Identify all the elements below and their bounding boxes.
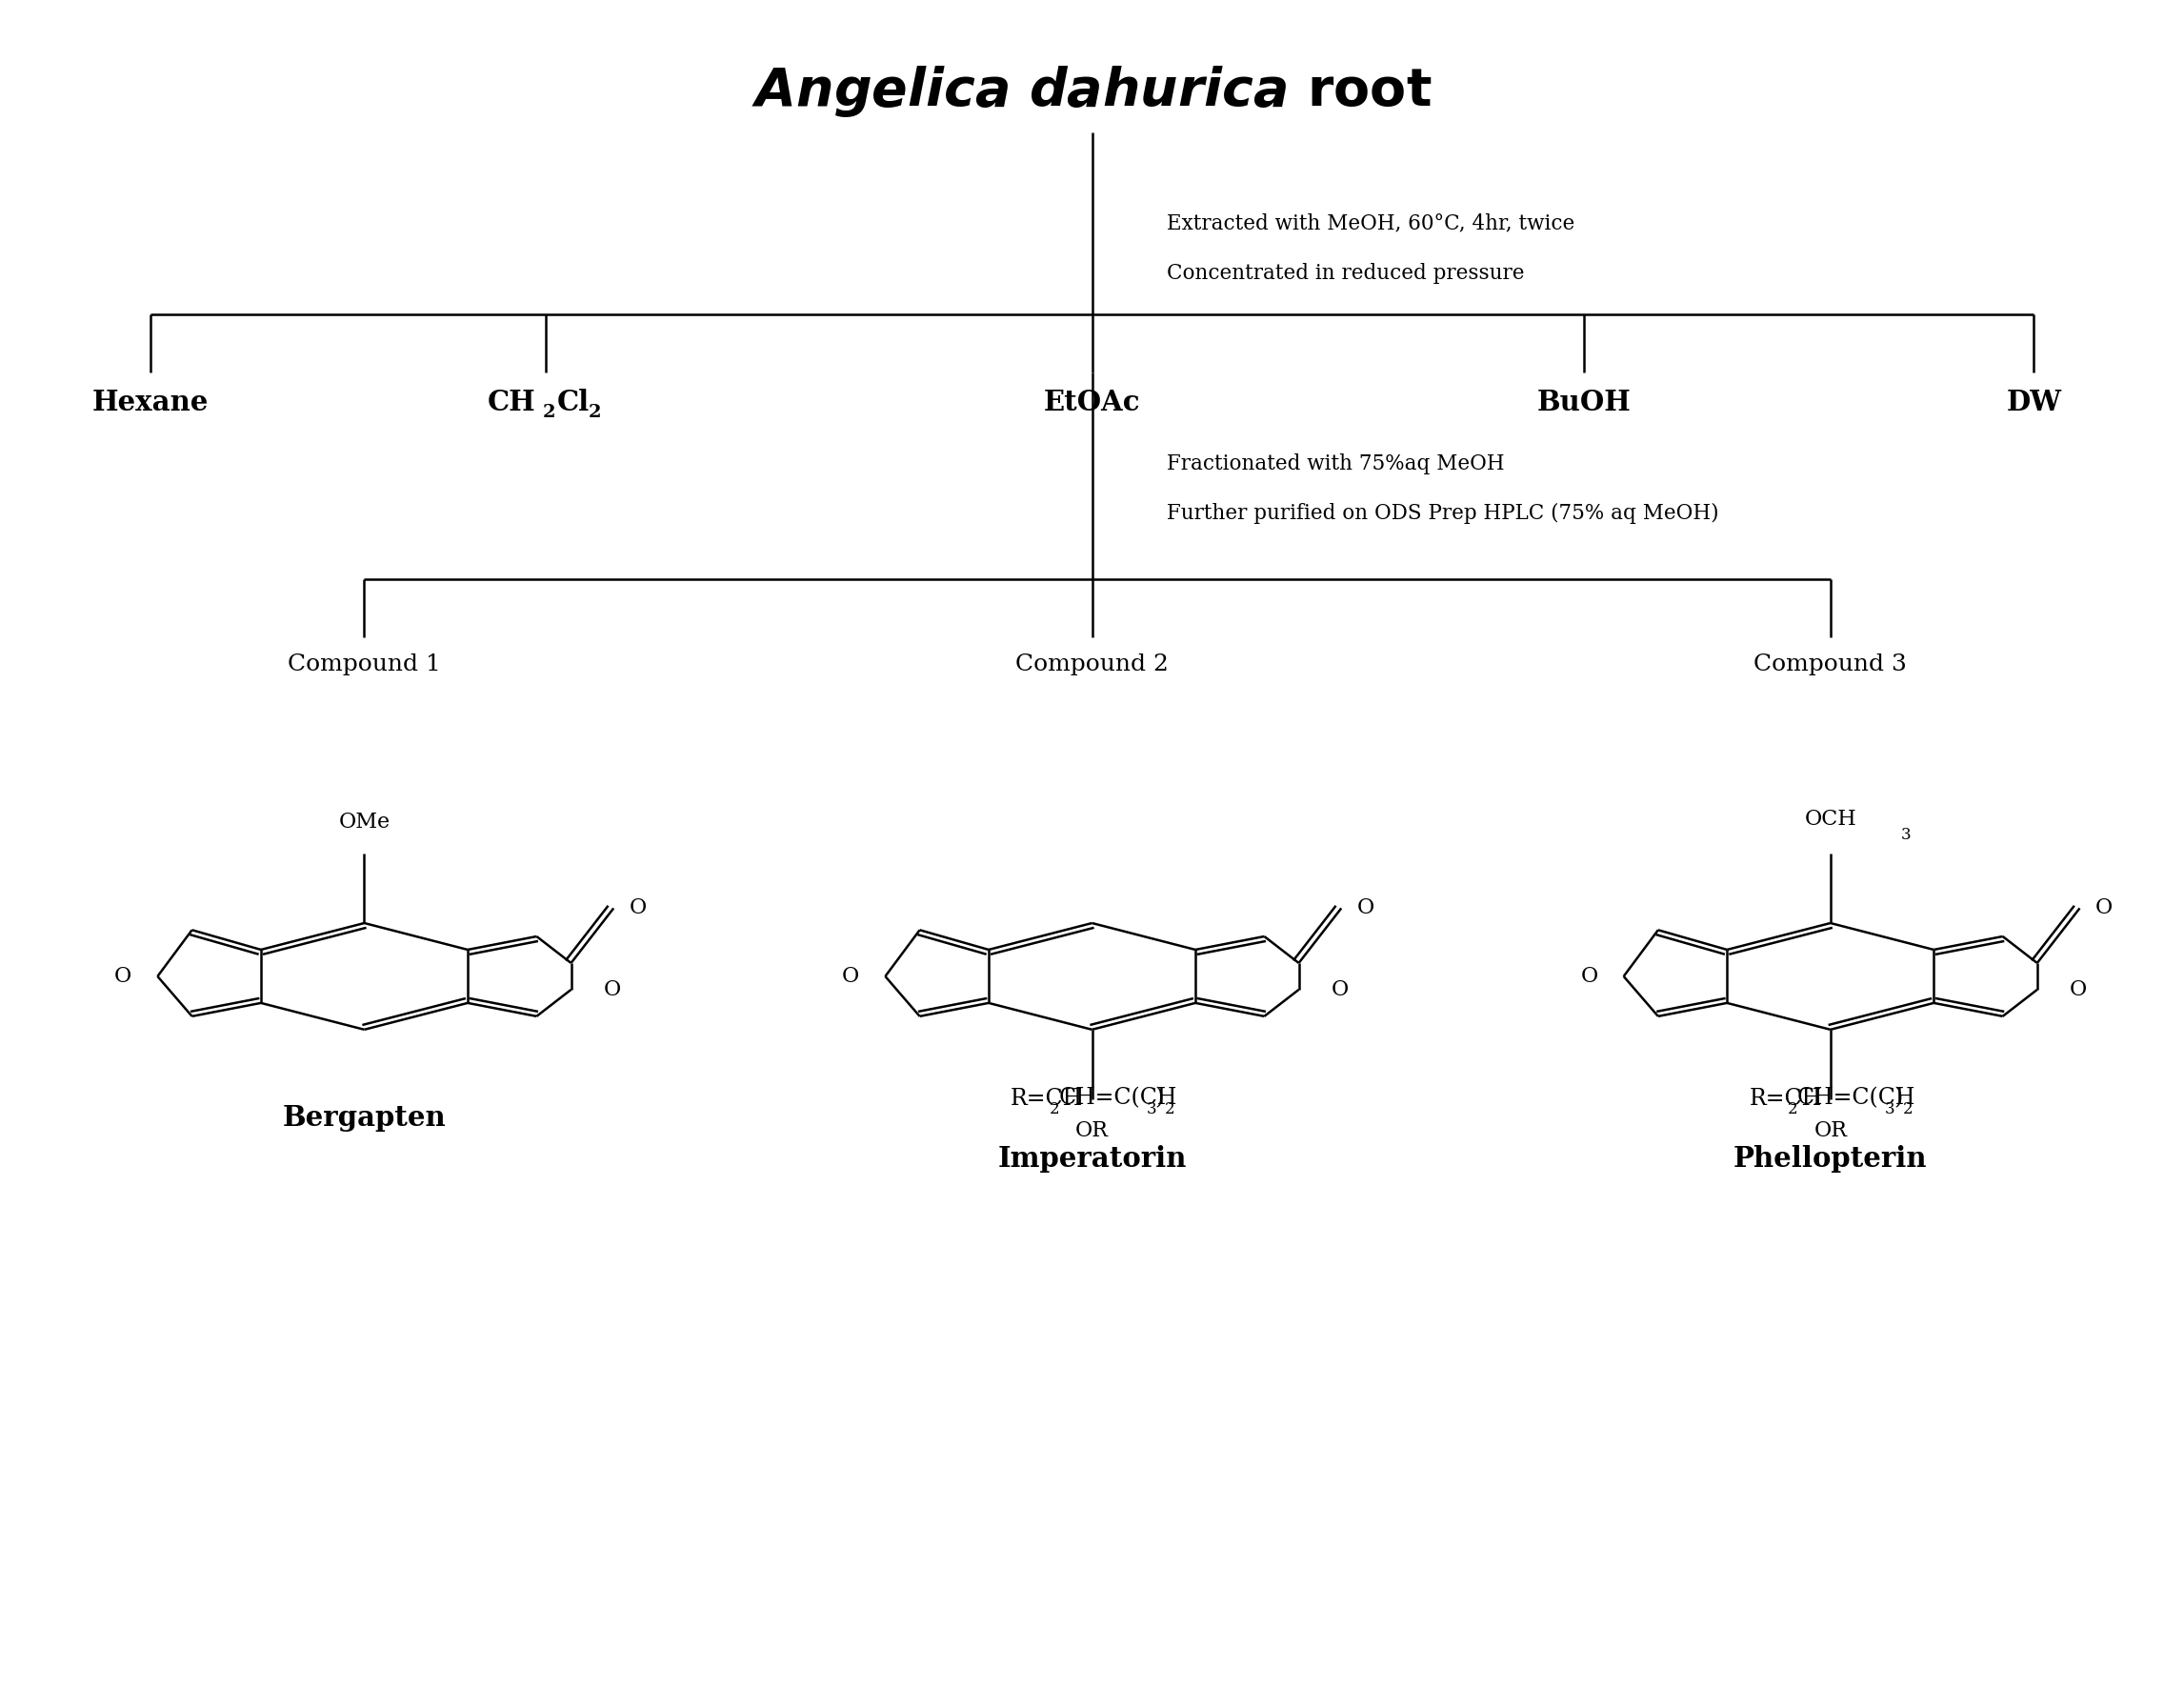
Text: Imperatorin: Imperatorin [998,1146,1186,1173]
Text: OR: OR [1075,1121,1109,1141]
Text: CH=C(CH: CH=C(CH [1797,1087,1915,1109]
Text: OMe: OMe [339,812,391,832]
Text: Hexane: Hexane [92,390,207,417]
Text: 2: 2 [1902,1102,1913,1117]
Text: Compound 3: Compound 3 [1754,653,1907,675]
Text: $\bfit{Angelica}$ $\bfit{dahurica}$ $\mathbf{root}$: $\bfit{Angelica}$ $\bfit{dahurica}$ $\ma… [751,64,1433,118]
Text: Fractionated with 75%aq MeOH: Fractionated with 75%aq MeOH [1166,452,1505,474]
Text: Compound 2: Compound 2 [1016,653,1168,675]
Text: ): ) [1155,1087,1164,1109]
Text: O: O [1581,966,1599,987]
Text: O: O [603,979,620,999]
Text: Cl: Cl [557,390,590,417]
Text: 3: 3 [1885,1102,1896,1117]
Text: O: O [1332,979,1350,999]
Text: 2: 2 [1789,1102,1797,1117]
Text: R=CH: R=CH [1011,1087,1083,1109]
Text: OCH: OCH [1804,809,1856,830]
Text: Compound 1: Compound 1 [288,653,441,675]
Text: CH: CH [487,390,535,417]
Text: O: O [2094,898,2112,918]
Text: BuOH: BuOH [1538,390,1631,417]
Text: 3: 3 [1900,827,1911,844]
Text: DW: DW [2007,390,2062,417]
Text: O: O [2070,979,2088,999]
Text: Further purified on ODS Prep HPLC (75% aq MeOH): Further purified on ODS Prep HPLC (75% a… [1166,503,1719,523]
Text: 2: 2 [1051,1102,1059,1117]
Text: R=CH: R=CH [1749,1087,1821,1109]
Text: Bergapten: Bergapten [282,1104,446,1131]
Text: 2: 2 [544,403,557,420]
Text: 3: 3 [1147,1102,1158,1117]
Text: O: O [843,966,860,987]
Text: ): ) [1894,1087,1902,1109]
Text: Concentrated in reduced pressure: Concentrated in reduced pressure [1166,263,1524,284]
Text: 2: 2 [1164,1102,1175,1117]
Text: CH=C(CH: CH=C(CH [1059,1087,1177,1109]
Text: Extracted with MeOH, 60°C, 4hr, twice: Extracted with MeOH, 60°C, 4hr, twice [1166,213,1575,235]
Text: O: O [114,966,131,987]
Text: O: O [1356,898,1374,918]
Text: O: O [629,898,646,918]
Text: 2: 2 [587,403,601,420]
Text: EtOAc: EtOAc [1044,390,1140,417]
Text: OR: OR [1813,1121,1848,1141]
Text: Phellopterin: Phellopterin [1734,1146,1926,1173]
